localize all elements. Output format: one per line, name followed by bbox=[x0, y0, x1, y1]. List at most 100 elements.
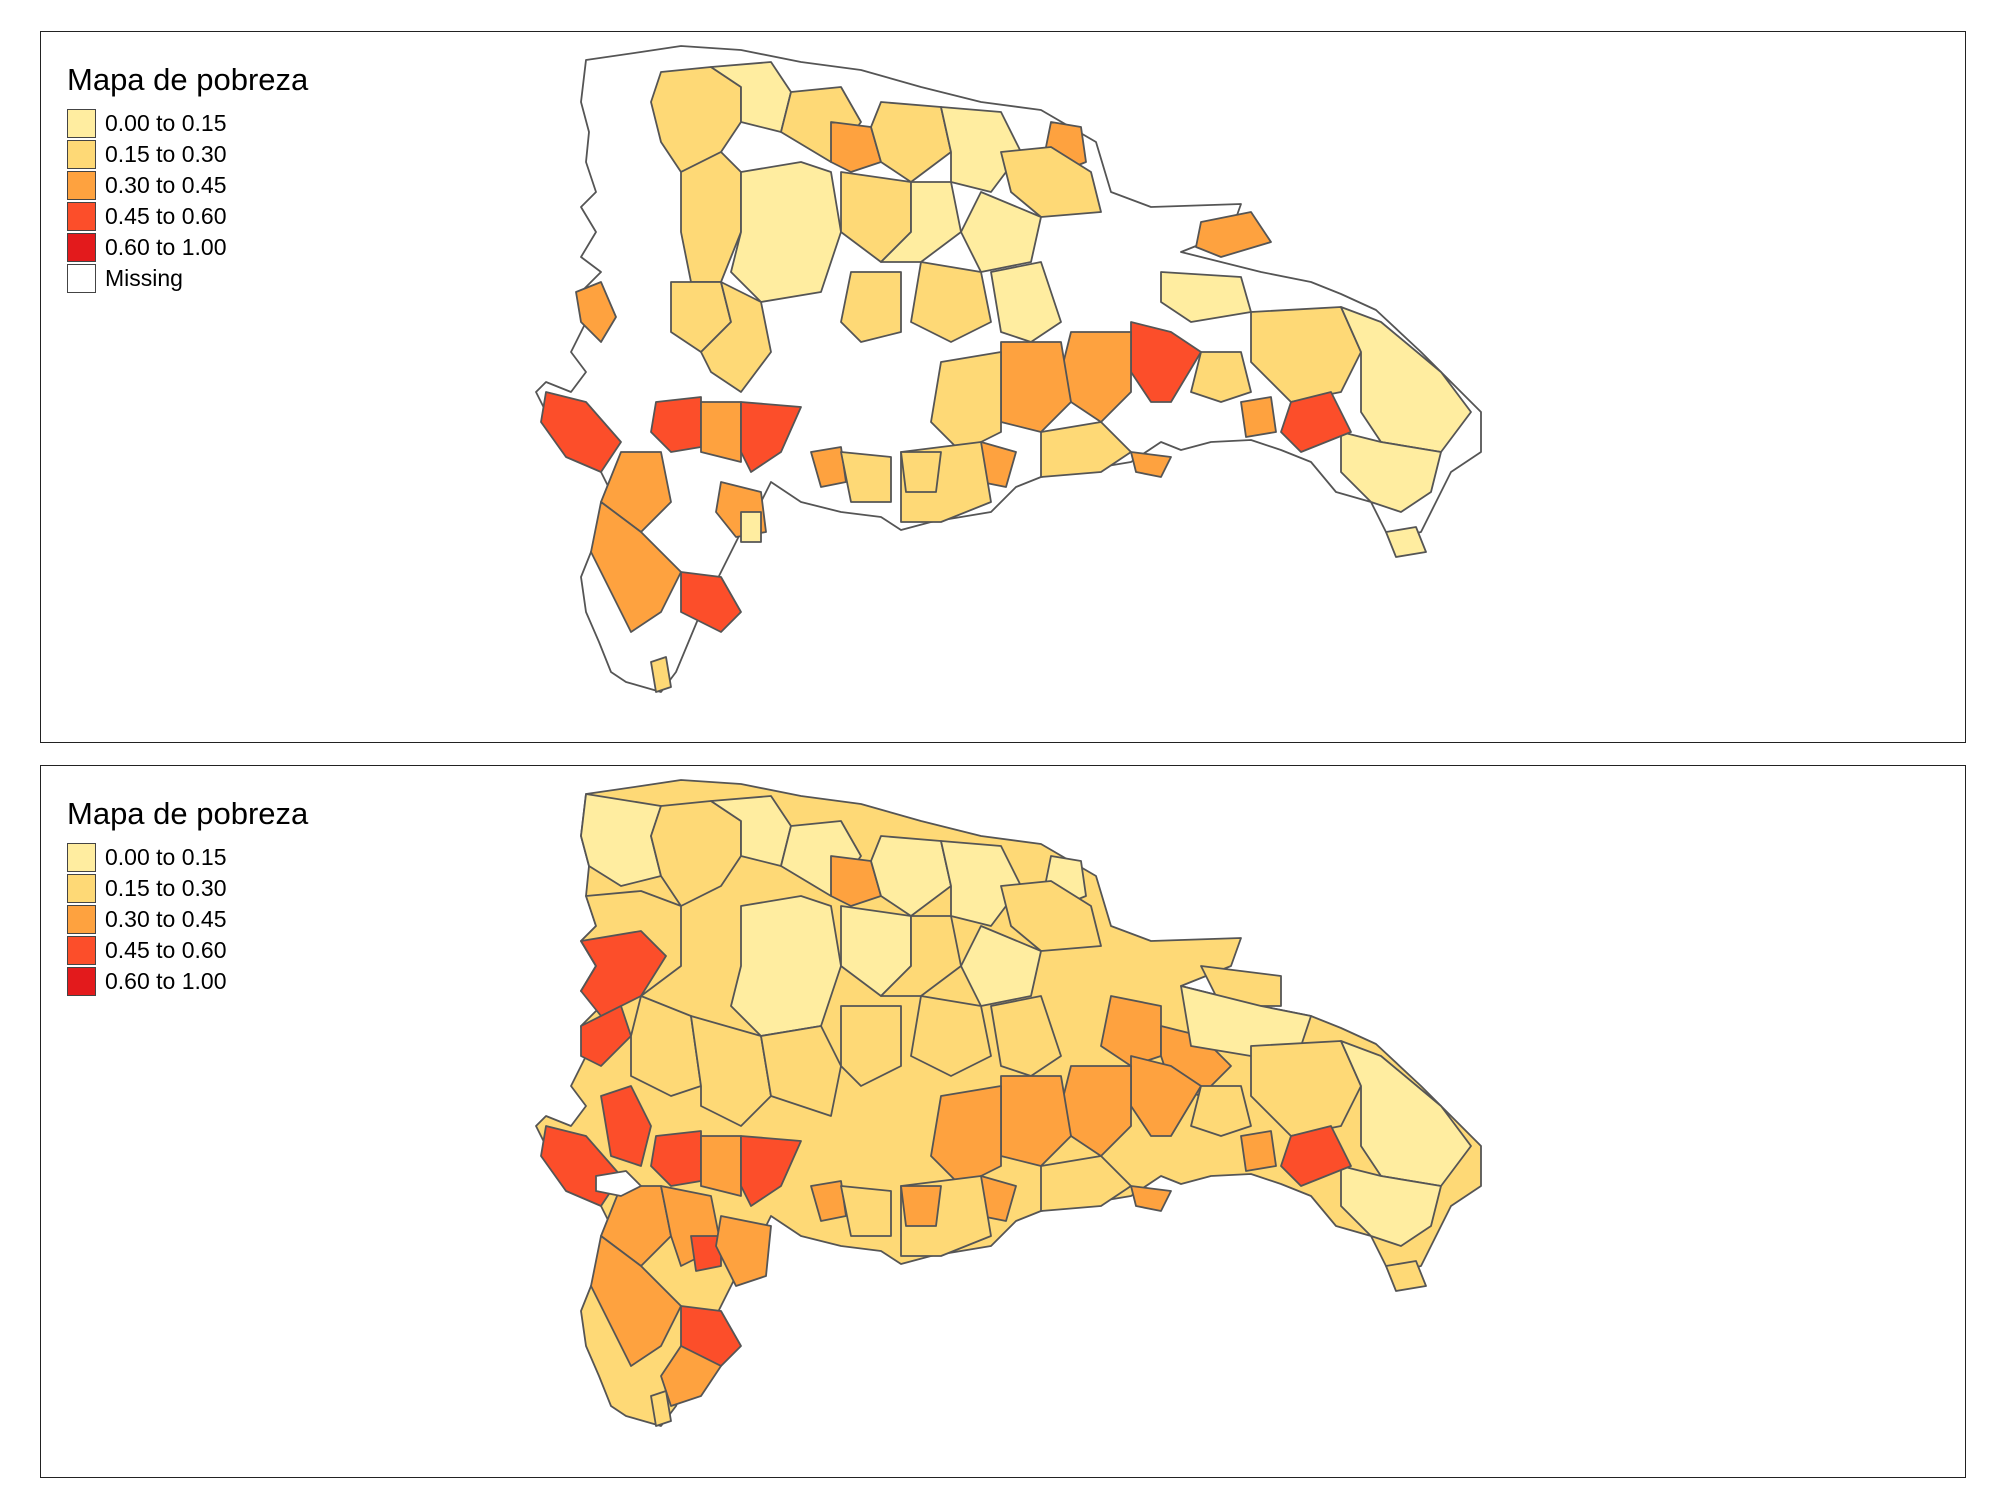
legend-swatch bbox=[67, 264, 96, 293]
legend-item-1: 0.15 to 0.30 bbox=[67, 139, 308, 170]
region bbox=[810, 446, 847, 488]
legend-item-0: 0.00 to 0.15 bbox=[67, 108, 308, 139]
region bbox=[810, 1180, 847, 1222]
region bbox=[1280, 391, 1352, 453]
region bbox=[1000, 146, 1102, 218]
region bbox=[590, 501, 682, 633]
legend-swatch bbox=[67, 171, 96, 200]
legend-label: 0.60 to 1.00 bbox=[105, 234, 227, 260]
legend-label: 0.45 to 0.60 bbox=[105, 203, 227, 229]
region bbox=[1340, 431, 1442, 513]
region bbox=[990, 995, 1062, 1077]
region bbox=[990, 261, 1062, 343]
region bbox=[680, 151, 742, 283]
region bbox=[960, 191, 1042, 273]
region bbox=[1385, 526, 1427, 558]
map-panel-1: Mapa de pobreza 0.00 to 0.15 0.15 to 0.3… bbox=[40, 31, 1966, 743]
legend-swatch bbox=[67, 874, 96, 903]
region bbox=[900, 451, 942, 493]
region bbox=[650, 1390, 672, 1427]
region bbox=[575, 281, 617, 343]
region bbox=[730, 895, 842, 1037]
legend-swatch bbox=[67, 140, 96, 169]
region bbox=[700, 281, 772, 393]
map-panel-2: Mapa de pobreza 0.00 to 0.15 0.15 to 0.3… bbox=[40, 765, 1966, 1478]
legend-label: 0.00 to 0.15 bbox=[105, 110, 227, 136]
region bbox=[1190, 351, 1252, 403]
region bbox=[650, 396, 702, 453]
region bbox=[1160, 271, 1252, 323]
region bbox=[1040, 1155, 1132, 1212]
region bbox=[1190, 1085, 1252, 1137]
legend-title: Mapa de pobreza bbox=[67, 62, 309, 97]
region bbox=[600, 1085, 652, 1167]
legend-swatch bbox=[67, 905, 96, 934]
legend-label: 0.00 to 0.15 bbox=[105, 844, 227, 870]
choropleth-map-1 bbox=[535, 45, 1482, 693]
legend-label: 0.15 to 0.30 bbox=[105, 141, 227, 167]
legend-label: 0.30 to 0.45 bbox=[105, 172, 227, 198]
region bbox=[1240, 1130, 1277, 1172]
legend-swatch bbox=[67, 843, 96, 872]
legend-item-5: Missing bbox=[67, 263, 308, 294]
region bbox=[580, 1005, 632, 1067]
legend-label: 0.45 to 0.60 bbox=[105, 937, 227, 963]
legend-item-2: 0.30 to 0.45 bbox=[67, 170, 308, 201]
legend-swatch bbox=[67, 233, 96, 262]
region bbox=[590, 1235, 682, 1367]
region bbox=[690, 1235, 722, 1272]
region bbox=[840, 1185, 892, 1237]
region bbox=[760, 1025, 842, 1117]
region bbox=[1385, 1260, 1427, 1292]
region bbox=[900, 1185, 942, 1227]
region bbox=[715, 1215, 772, 1287]
region bbox=[1280, 1125, 1352, 1187]
legend-swatch bbox=[67, 109, 96, 138]
region bbox=[830, 121, 882, 173]
region bbox=[910, 261, 992, 343]
legend-item-1: 0.15 to 0.30 bbox=[67, 873, 308, 904]
region bbox=[660, 1345, 722, 1407]
legend: Mapa de pobreza 0.00 to 0.15 0.15 to 0.3… bbox=[67, 796, 308, 997]
region bbox=[700, 1135, 742, 1197]
region bbox=[1195, 211, 1272, 258]
region bbox=[730, 161, 842, 303]
region bbox=[595, 1170, 642, 1197]
region bbox=[540, 391, 622, 473]
legend-item-2: 0.30 to 0.45 bbox=[67, 904, 308, 935]
region bbox=[740, 401, 802, 473]
region bbox=[940, 106, 1022, 193]
legend-item-4: 0.60 to 1.00 bbox=[67, 966, 308, 997]
region bbox=[700, 401, 742, 463]
region bbox=[840, 271, 902, 343]
region bbox=[940, 840, 1022, 927]
region bbox=[680, 571, 742, 633]
region bbox=[840, 1005, 902, 1087]
legend-swatch bbox=[67, 936, 96, 965]
region bbox=[600, 1185, 672, 1267]
legend: Mapa de pobreza 0.00 to 0.15 0.15 to 0.3… bbox=[67, 62, 308, 294]
legend-item-4: 0.60 to 1.00 bbox=[67, 232, 308, 263]
region bbox=[1240, 396, 1277, 438]
legend-label: Missing bbox=[105, 265, 183, 291]
legend-title: Mapa de pobreza bbox=[67, 796, 309, 831]
region bbox=[1340, 1165, 1442, 1247]
region bbox=[1040, 421, 1132, 478]
region bbox=[740, 511, 762, 543]
region bbox=[680, 1305, 742, 1367]
legend-item-3: 0.45 to 0.60 bbox=[67, 201, 308, 232]
legend-label: 0.60 to 1.00 bbox=[105, 968, 227, 994]
legend-swatch bbox=[67, 967, 96, 996]
region bbox=[1000, 880, 1102, 952]
region bbox=[1130, 451, 1172, 478]
region bbox=[1130, 1185, 1172, 1212]
legend-label: 0.15 to 0.30 bbox=[105, 875, 227, 901]
region bbox=[830, 855, 882, 907]
region bbox=[650, 656, 672, 693]
choropleth-map-2 bbox=[535, 779, 1482, 1427]
region bbox=[600, 451, 672, 533]
region bbox=[910, 995, 992, 1077]
region bbox=[960, 925, 1042, 1007]
legend-item-3: 0.45 to 0.60 bbox=[67, 935, 308, 966]
legend-item-0: 0.00 to 0.15 bbox=[67, 842, 308, 873]
